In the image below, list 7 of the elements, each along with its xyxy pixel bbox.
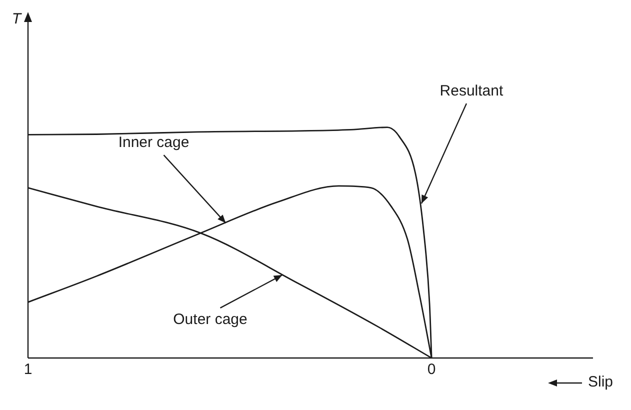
annotation: Inner cage (118, 134, 190, 152)
x-tick-label: 1 (24, 361, 32, 378)
x-axis-title: Slip (588, 374, 613, 391)
annotation: Outer cage (173, 311, 248, 328)
x-tick-label: 0 (427, 361, 436, 378)
annotation: Resultant (440, 82, 504, 100)
text: T (12, 10, 23, 28)
